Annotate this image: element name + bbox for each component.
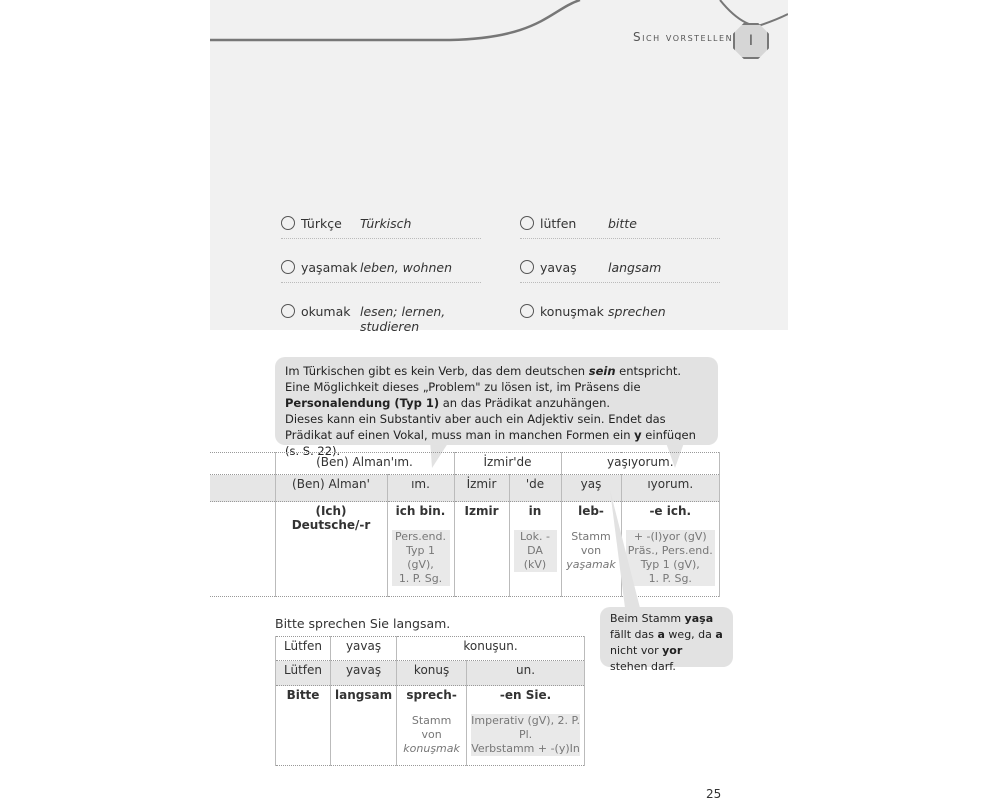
checkbox-circle[interactable] (520, 260, 534, 274)
chapter-title: Sich vorstellen (633, 30, 734, 44)
vocab-item: Türkçe Türkisch (281, 210, 481, 239)
chapter-number-badge: I (733, 23, 769, 59)
checkbox-circle[interactable] (281, 260, 295, 274)
vocab-item: okumak lesen; lernen, studieren (281, 298, 481, 334)
vocab-item: yaşamak leben, wohnen (281, 254, 481, 283)
vocab-item: yavaş langsam (520, 254, 720, 283)
vocab-item: konuşmak sprechen (520, 298, 720, 326)
grammar-table-2: Lütfen yavaş konuşun. Lütfen yavaş konuş un. … (275, 636, 585, 766)
page-number: 25 (706, 787, 722, 801)
header-panel (210, 0, 788, 330)
grammar-table-1: (Ben) Alman'ım. İzmir'de yaşıyorum. (Ben) … (210, 452, 720, 597)
checkbox-circle[interactable] (281, 216, 295, 230)
checkbox-circle[interactable] (520, 216, 534, 230)
example-sentence: Bitte sprechen Sie langsam. (275, 616, 451, 631)
grammar-note-bubble: Im Türkischen gibt es kein Verb, das dem… (275, 357, 718, 458)
stem-note-bubble: Beim Stamm yaşa fällt das a weg, da a ni… (600, 607, 733, 673)
checkbox-circle[interactable] (520, 304, 534, 318)
bubble-pointer-2 (610, 490, 640, 608)
checkbox-circle[interactable] (281, 304, 295, 318)
vocab-item: lütfen bitte (520, 210, 720, 239)
